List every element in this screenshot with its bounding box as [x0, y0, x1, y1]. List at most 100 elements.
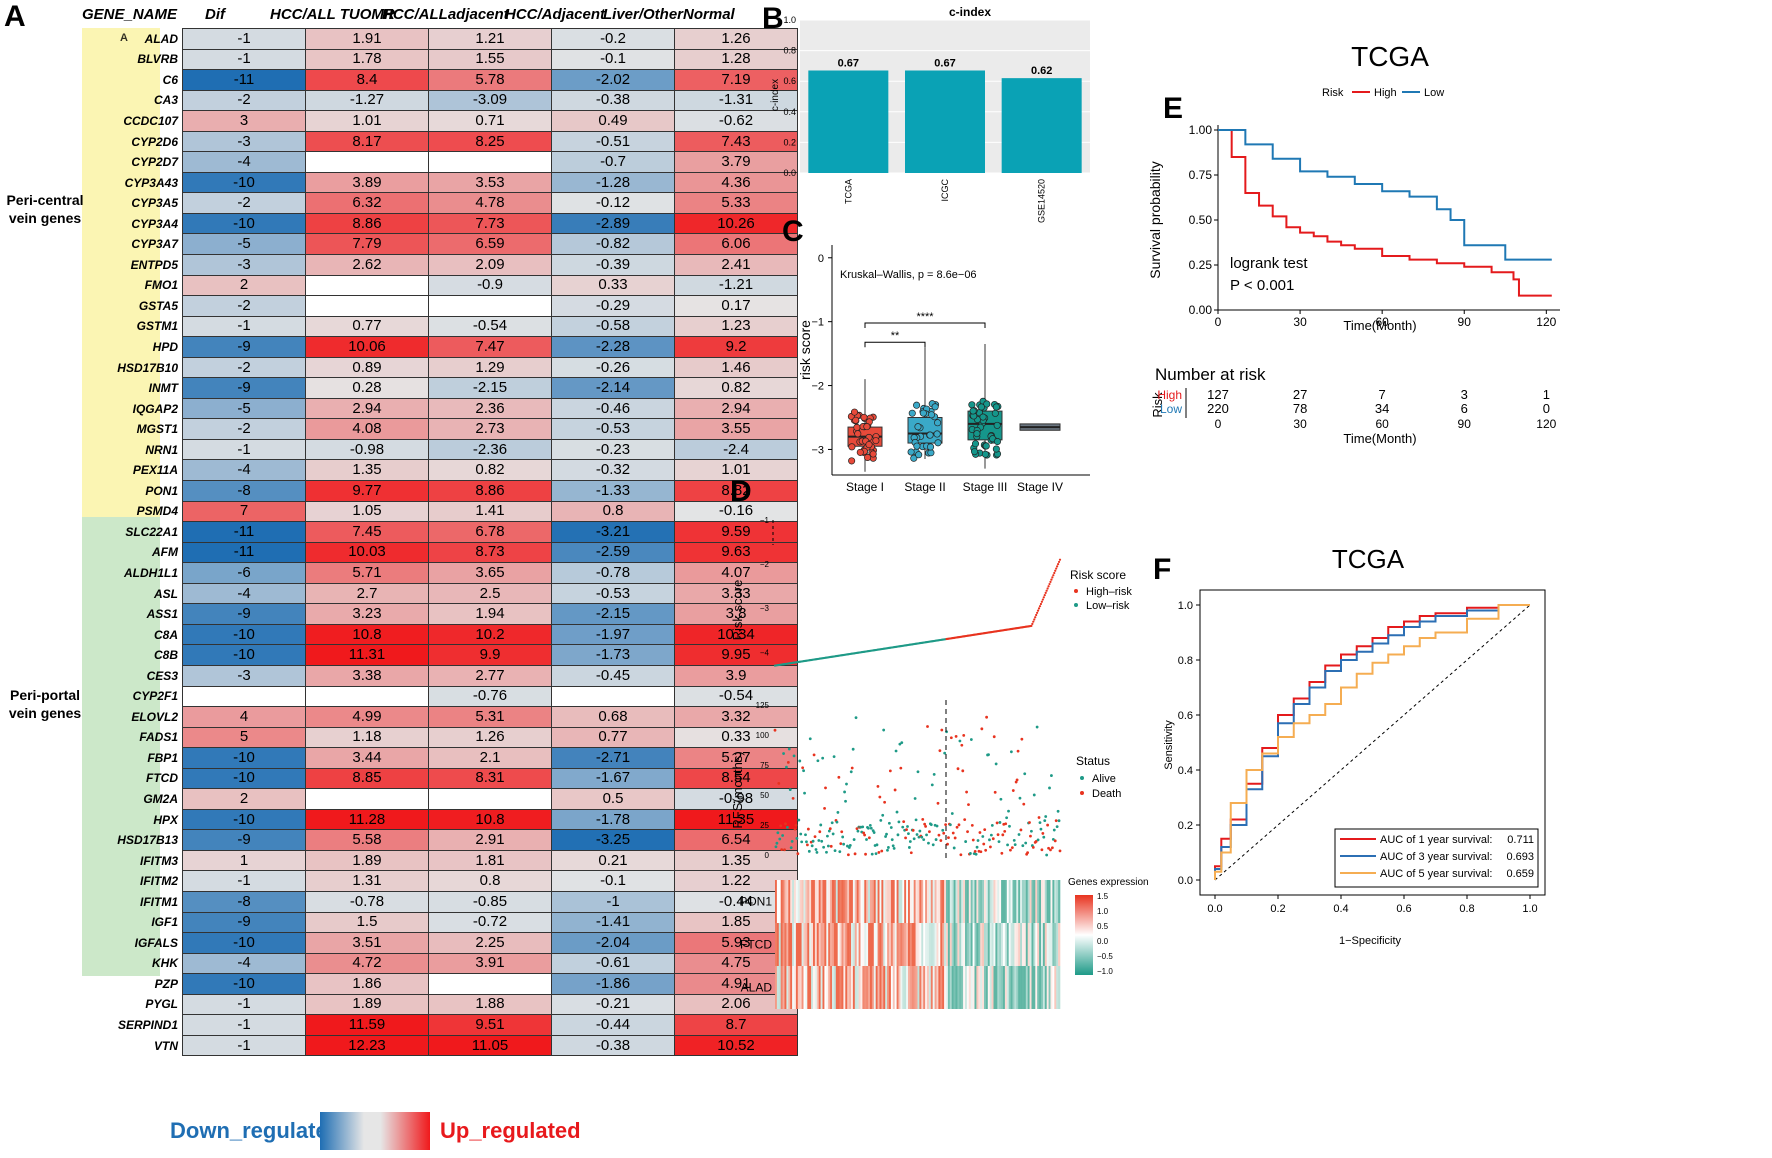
rfs-point — [1052, 828, 1056, 832]
table-row: IFITM3 1 1.89 1.81 0.21 1.35 — [90, 849, 798, 872]
risk-count-high: 7 — [1379, 387, 1386, 402]
value-cell: 8.85 — [305, 767, 429, 790]
risk-count-low: 34 — [1375, 401, 1389, 416]
roc-legend-label: AUC of 3 year survival: — [1380, 851, 1492, 863]
rfs-point — [856, 829, 860, 833]
table-row: ELOVL2 4 4.99 5.31 0.68 3.32 — [90, 706, 798, 728]
heatmap-cell — [830, 966, 833, 1009]
y-tick-label: 1.00 — [1189, 123, 1213, 137]
heatmap-cell — [959, 923, 962, 966]
heatmap-cell — [966, 966, 970, 1009]
heatmap-cell — [984, 923, 987, 966]
rfs-point — [784, 822, 787, 826]
table-row: PEX11A -4 1.35 0.82 -0.32 1.01 — [90, 459, 798, 482]
rfs-point — [847, 846, 851, 849]
heatmap-cell — [965, 966, 968, 1009]
rfs-point — [1056, 809, 1060, 813]
rfs-point — [948, 823, 952, 827]
plot-frame — [1199, 589, 1546, 896]
legend-color-bar — [320, 1112, 430, 1150]
gene-name-cell: PZP — [90, 973, 183, 995]
gene-name-cell: PON1 — [90, 480, 183, 502]
rfs-point — [932, 772, 936, 776]
heatmap-cell — [879, 923, 882, 966]
value-cell: 1.94 — [428, 603, 552, 625]
rfs-point — [1020, 737, 1024, 741]
heatmap-cell — [909, 923, 913, 966]
rfs-point — [970, 823, 974, 827]
chart-d-legend-low-risk: Low–risk — [1086, 600, 1130, 612]
heatmap-cell — [792, 966, 795, 1009]
heatmap-cell — [991, 880, 994, 923]
heatmap-cell — [938, 880, 941, 923]
rfs-point — [973, 850, 977, 853]
heatmap-cell — [795, 923, 799, 966]
heatmap-cell — [917, 966, 920, 1009]
rfs-point — [894, 749, 898, 753]
risk-point — [1047, 585, 1050, 588]
value-cell: 2.91 — [428, 829, 552, 851]
rfs-point — [833, 849, 837, 853]
value-cell: 1.01 — [305, 110, 429, 132]
chart-d-high-risk-marker — [1074, 589, 1078, 593]
value-cell: -4 — [182, 459, 306, 482]
rfs-point — [815, 851, 819, 854]
y-tick-label: 0.0 — [1178, 875, 1193, 887]
value-cell — [305, 274, 429, 297]
heatmap-cell — [936, 966, 939, 1009]
data-point — [991, 409, 999, 417]
risk-point — [1056, 563, 1060, 566]
data-point — [934, 419, 942, 427]
heatmap-cell — [927, 880, 930, 923]
value-cell: -1 — [182, 1014, 306, 1036]
rfs-point — [852, 838, 856, 841]
gene-name-cell: HSD17B10 — [90, 357, 183, 378]
heatmap-cell — [828, 880, 831, 923]
heatmap-cell — [908, 923, 911, 966]
gene-name-cell: PSMD4 — [90, 501, 183, 522]
heatmap-cell — [794, 966, 797, 1009]
table-row: IFITM1 -8 -0.78 -0.85 -1 -0.44 — [90, 890, 798, 913]
rfs-point — [887, 846, 890, 849]
heatmap-cell — [955, 923, 958, 966]
heatmap-cell — [1052, 880, 1055, 923]
heatmap-cell — [944, 966, 947, 1009]
heatmap-cell — [927, 966, 930, 1009]
heatmap-cell — [987, 966, 990, 1009]
table-row: FTCD -10 8.85 8.31 -1.67 8.54 — [90, 767, 798, 790]
heatmap-cell — [993, 880, 996, 923]
rfs-point — [781, 834, 785, 837]
heatmap-cell — [883, 923, 886, 966]
heatmap-cell — [1018, 880, 1021, 923]
risk-count-high: 3 — [1461, 387, 1468, 402]
heatmap-cell — [887, 880, 890, 923]
rfs-point — [975, 845, 979, 849]
value-cell: -3.25 — [551, 829, 675, 851]
value-cell: -1.41 — [551, 911, 675, 934]
heatmap-cell — [909, 966, 913, 1009]
heatmap-cell — [782, 966, 785, 1009]
heatmap-cell — [786, 923, 789, 966]
value-cell: -6 — [182, 562, 306, 584]
heatmap-cell — [858, 966, 861, 1009]
data-point — [848, 457, 856, 465]
value-cell: 7.43 — [674, 130, 798, 153]
value-cell: 1.5 — [305, 911, 429, 934]
heatmap-cell — [1041, 880, 1044, 923]
gene-name-cell: CES3 — [90, 665, 183, 686]
value-cell: 1.46 — [674, 356, 798, 379]
roc-legend-value: 0.659 — [1506, 868, 1534, 880]
heatmap-cell — [868, 966, 871, 1009]
value-cell: 2.62 — [305, 254, 429, 276]
rfs-point — [786, 760, 790, 764]
value-cell: -2.14 — [551, 377, 675, 399]
heatmap-cell — [961, 880, 964, 923]
rfs-point — [793, 827, 797, 831]
heatmap-cell — [818, 966, 821, 1009]
heatmap-cell — [820, 923, 823, 966]
rfs-point — [997, 840, 1001, 844]
rfs-point — [1048, 786, 1051, 790]
value-cell: -2 — [182, 295, 306, 317]
value-cell: 1.21 — [428, 28, 552, 50]
heatmap-cell — [1054, 966, 1057, 1009]
